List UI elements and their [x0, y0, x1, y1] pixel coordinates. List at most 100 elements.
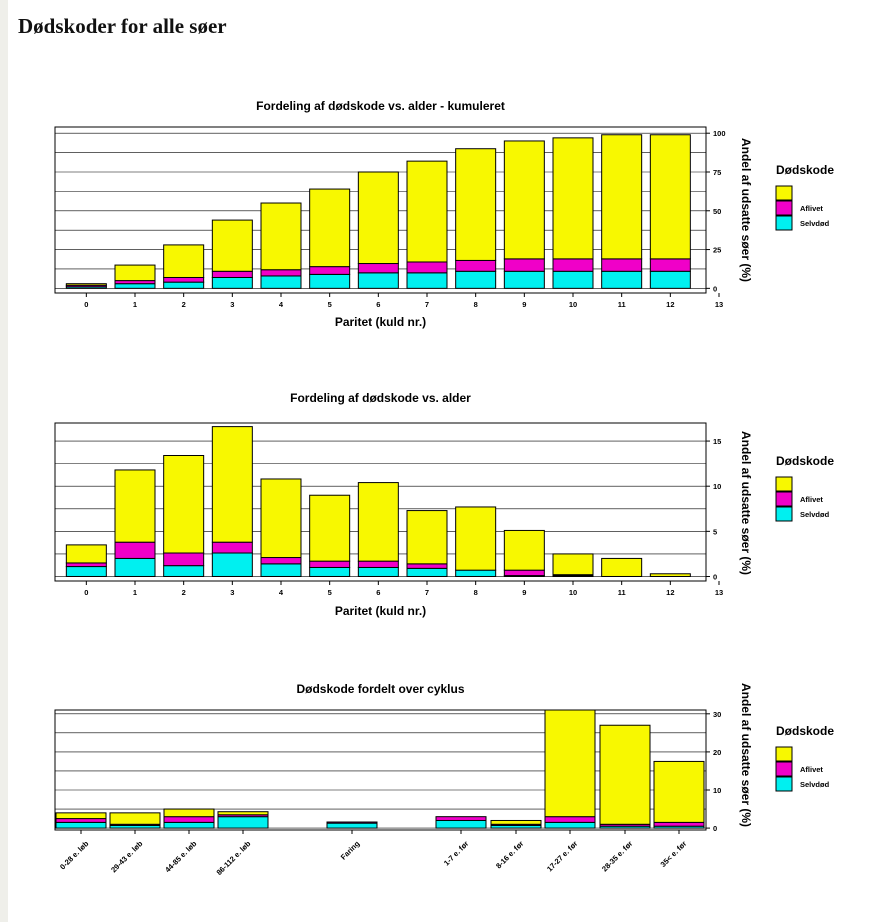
bar-segment [649, 134, 691, 260]
bar-segment [163, 821, 215, 829]
x-tick-label: 2 [182, 300, 186, 309]
y-tick-label: 0 [713, 572, 717, 581]
x-tick-label: 13 [715, 300, 723, 309]
bar-segment [435, 819, 487, 829]
x-tick-label: 8-16 e. før [494, 839, 525, 870]
x-tick-label: 6 [376, 300, 380, 309]
bar-segment [260, 275, 302, 289]
x-tick-label: 7 [425, 300, 429, 309]
legend-swatch [775, 200, 793, 216]
chart-cumulative: Fordeling af dødskode vs. alder - kumule… [54, 99, 834, 329]
bar-segment [163, 552, 205, 567]
bar-segment [503, 569, 545, 577]
bar-segment [406, 160, 448, 263]
bar-segment [65, 562, 107, 568]
x-tick-label: 9 [522, 588, 526, 597]
bar-segment [357, 566, 399, 577]
bar-segment [406, 510, 448, 565]
x-tick-label: 0 [84, 300, 88, 309]
x-tick-label: 5 [328, 300, 332, 309]
x-axis-title: Paritet (kuld nr.) [335, 315, 426, 329]
bar-segment [455, 270, 497, 289]
x-tick-label: 12 [666, 300, 674, 309]
bar-segment [503, 529, 545, 571]
x-tick-label: 8 [474, 588, 478, 597]
bar-segment [309, 273, 351, 289]
x-tick-label: 44-85 e. løb [163, 839, 199, 875]
y-tick-label: 15 [713, 437, 721, 446]
x-tick-label: 6 [376, 588, 380, 597]
x-tick-label: 11 [618, 300, 626, 309]
x-tick-label: 9 [522, 300, 526, 309]
y-tick-label: 25 [713, 246, 721, 255]
bar-segment [503, 258, 545, 272]
legend-label-selvdoed: Selvdød [800, 510, 830, 519]
bar-segment [163, 816, 215, 823]
left-margin-strip [0, 0, 8, 922]
x-tick-label: 17-27 e. før [545, 839, 579, 873]
bar-segment [357, 482, 399, 562]
bar-segment [649, 258, 691, 272]
y-tick-label: 10 [713, 786, 721, 795]
bar-segment [552, 270, 594, 289]
bar-segment [406, 567, 448, 577]
x-tick-label: 10 [569, 588, 577, 597]
bar-segment [309, 188, 351, 268]
bar-segment [309, 266, 351, 275]
bar-segment [544, 709, 596, 818]
x-tick-label: 13 [715, 588, 723, 597]
bar-segment [649, 270, 691, 289]
y-axis-title: Andel af udsatte søer (%) [739, 683, 753, 827]
y-axis-title: Andel af udsatte søer (%) [739, 138, 753, 282]
x-tick-label: 29-43 e. løb [109, 839, 145, 875]
chart-title: Fordeling af dødskode vs. alder [290, 391, 471, 405]
bar-segment [503, 270, 545, 289]
legend-label-aflivet: Aflivet [800, 765, 823, 774]
y-tick-label: 5 [713, 527, 717, 536]
chart-cycle: Dødskode fordelt over cyklus 0 10 20 30 0-28 … [54, 682, 834, 877]
bar-segment [114, 469, 156, 543]
x-tick-label: 3 [230, 588, 234, 597]
bar-segment [503, 140, 545, 260]
bar-segment [55, 812, 107, 820]
bar-segment [260, 202, 302, 271]
bar-segment [357, 171, 399, 265]
x-tick-label: 35< e. før [659, 839, 689, 869]
chart-by-parity: Fordeling af dødskode vs. alder 0 5 10 15 0 1 2… [54, 391, 834, 618]
legend-swatch [775, 185, 793, 201]
bar-segment [649, 573, 691, 577]
bar-segment [326, 822, 378, 829]
x-tick-label: 10 [569, 300, 577, 309]
bar-segment [217, 811, 269, 816]
bar-segment [65, 544, 107, 564]
x-tick-label: 86-112 e. løb [215, 839, 253, 877]
bar-segment [601, 134, 643, 260]
legend-swatch [775, 746, 793, 762]
x-tick-label: 12 [666, 588, 674, 597]
bar-segment [211, 219, 253, 272]
bar-segment [114, 264, 156, 282]
bar-segment [455, 506, 497, 571]
x-tick-label: 4 [279, 300, 284, 309]
bar-segment [163, 281, 205, 289]
bar-segment [552, 137, 594, 260]
legend-swatch [775, 491, 793, 507]
y-tick-label: 20 [713, 748, 721, 757]
bar-segment [309, 566, 351, 577]
bar-segment [544, 816, 596, 823]
bar-segment [260, 478, 302, 559]
chart-title: Dødskode fordelt over cyklus [296, 682, 464, 696]
bar-segment [455, 259, 497, 272]
bar-segment [653, 760, 705, 823]
bar-segment [65, 283, 107, 286]
x-tick-label: 2 [182, 588, 186, 597]
x-tick-label: 0-28 e. løb [58, 839, 91, 872]
legend-swatch [775, 476, 793, 492]
legend-label-aflivet: Aflivet [800, 495, 823, 504]
bar-segment [309, 560, 351, 568]
x-tick-label: 7 [425, 588, 429, 597]
x-tick-label: 0 [84, 588, 88, 597]
legend-swatch [775, 761, 793, 777]
bar-segment [455, 148, 497, 261]
bar-segment [217, 816, 269, 829]
